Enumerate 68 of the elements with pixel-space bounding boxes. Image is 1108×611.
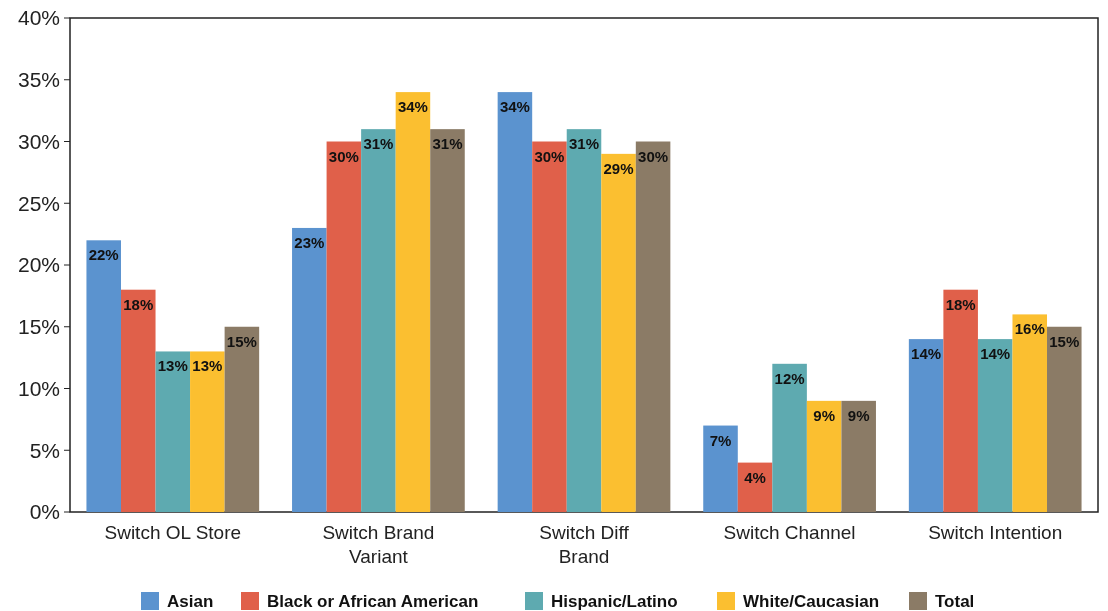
bar (155, 351, 191, 512)
bar (601, 153, 636, 512)
data-label: 12% (774, 369, 805, 387)
bar (841, 400, 876, 512)
data-label: 31% (568, 135, 600, 153)
data-label: 15% (226, 332, 257, 350)
data-label: 14% (911, 345, 942, 363)
data-label: 34% (499, 98, 530, 116)
data-label: 18% (123, 295, 154, 313)
bar (86, 240, 121, 512)
data-label: 4% (744, 468, 766, 486)
x-tick-label: Switch Channel (723, 522, 856, 543)
data-label: 30% (638, 147, 669, 165)
data-label: 9% (847, 406, 870, 424)
bar (772, 363, 807, 512)
bar (430, 129, 465, 512)
data-label: 30% (534, 147, 565, 165)
y-tick-label: 20% (17, 253, 60, 277)
data-label: 18% (945, 295, 976, 313)
legend-label: White/Caucasian (743, 591, 880, 611)
bar (190, 351, 225, 512)
bar (1012, 314, 1048, 512)
bar (326, 141, 362, 512)
bar (532, 141, 567, 512)
y-tick-label: 10% (17, 376, 60, 400)
bar (908, 339, 944, 512)
data-label: 22% (88, 246, 119, 264)
data-label: 9% (813, 406, 835, 424)
y-tick-label: 15% (17, 315, 60, 339)
data-label: 31% (432, 135, 463, 153)
x-tick-label: Switch Intention (928, 522, 1063, 543)
bar (224, 326, 260, 512)
x-tick-label: Switch Diff Brand (539, 522, 630, 567)
bar (497, 92, 533, 512)
data-label: 23% (294, 233, 325, 251)
data-label: 13% (157, 357, 188, 375)
x-tick-label: Switch OL Store (104, 522, 242, 543)
legend-label: Asian (167, 591, 214, 611)
bar (703, 425, 738, 512)
y-tick-label: 35% (17, 68, 60, 92)
bar (395, 92, 431, 512)
legend-label: Hispanic/Latino (551, 591, 678, 611)
bar (806, 400, 842, 512)
data-label: 34% (397, 98, 428, 116)
data-label: 15% (1049, 332, 1080, 350)
y-tick-label: 30% (17, 129, 60, 153)
data-label: 7% (709, 431, 732, 449)
legend-label: Black or African American (267, 591, 479, 611)
y-tick-label: 40% (17, 6, 60, 30)
bar (361, 129, 396, 512)
bar (566, 129, 602, 512)
x-tick-label: Switch Brand Variant (322, 522, 435, 567)
bar (635, 141, 671, 512)
legend-label: Total (935, 591, 975, 611)
bar (943, 289, 978, 512)
y-tick-label: 5% (29, 438, 60, 462)
data-label: 29% (603, 159, 634, 177)
data-label: 16% (1014, 320, 1045, 338)
data-label: 14% (980, 345, 1011, 363)
data-label: 30% (328, 147, 359, 165)
bar (120, 289, 156, 512)
bar (977, 339, 1013, 512)
bar (292, 227, 327, 512)
y-tick-label: 25% (17, 191, 60, 215)
y-tick-label: 0% (29, 500, 60, 524)
data-label: 13% (192, 357, 223, 375)
data-label: 31% (363, 135, 394, 153)
bar (1047, 326, 1082, 512)
